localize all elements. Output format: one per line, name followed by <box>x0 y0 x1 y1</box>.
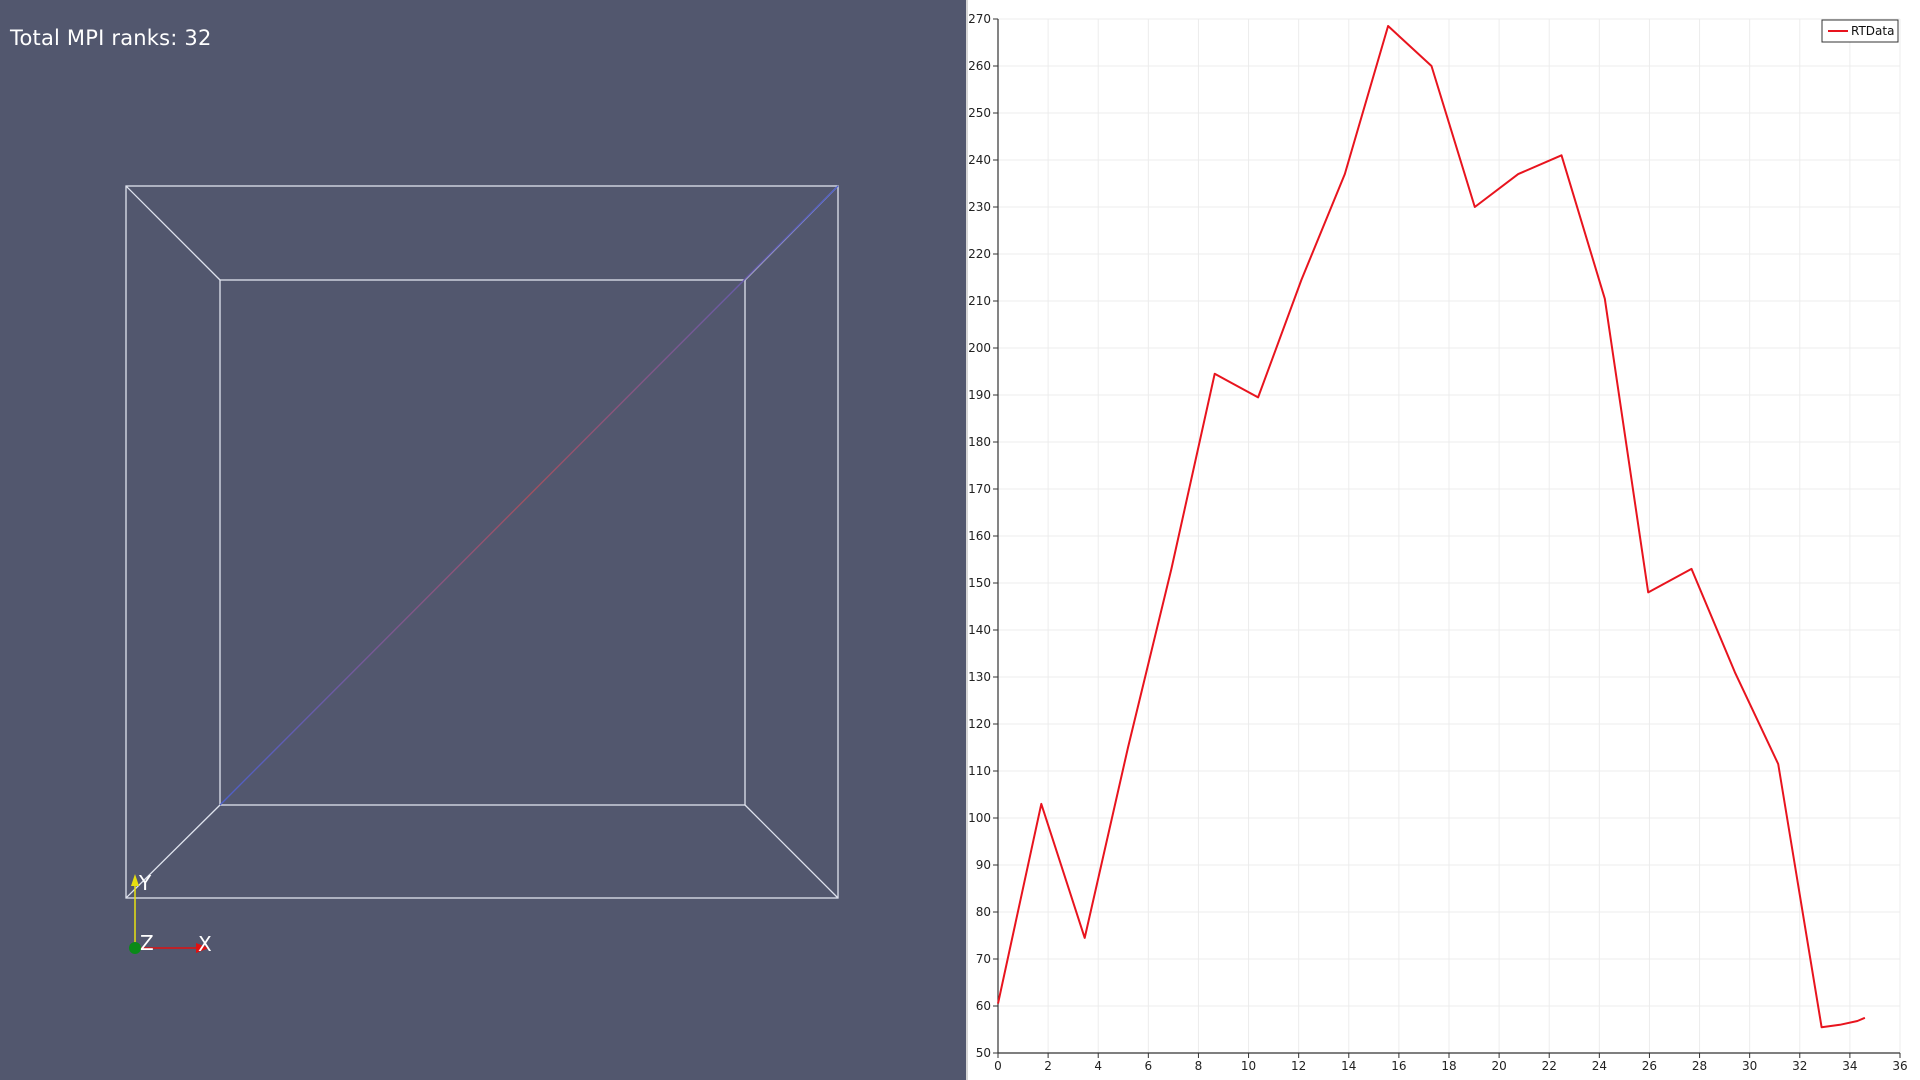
x-tick-label: 30 <box>1742 1059 1757 1073</box>
x-tick-label: 24 <box>1592 1059 1607 1073</box>
y-tick-label: 130 <box>968 670 991 684</box>
outline-edge <box>744 804 839 899</box>
z-axis-dot <box>129 942 141 954</box>
y-tick-label: 70 <box>976 952 991 966</box>
x-tick-label: 32 <box>1792 1059 1807 1073</box>
y-axis-label: Y <box>138 871 152 895</box>
y-tick-label: 200 <box>968 341 991 355</box>
x-tick-label: 12 <box>1291 1059 1306 1073</box>
x-tick-label: 18 <box>1441 1059 1456 1073</box>
x-tick-label: 16 <box>1391 1059 1406 1073</box>
y-tick-label: 260 <box>968 59 991 73</box>
outline-edge <box>125 804 221 899</box>
x-tick-label: 6 <box>1145 1059 1153 1073</box>
y-tick-label: 170 <box>968 482 991 496</box>
x-tick-label: 14 <box>1341 1059 1356 1073</box>
y-tick-label: 210 <box>968 294 991 308</box>
y-tick-label: 150 <box>968 576 991 590</box>
x-tick-label: 22 <box>1542 1059 1557 1073</box>
grid-lines <box>997 18 1901 1054</box>
y-tick-label: 180 <box>968 435 991 449</box>
mpi-ranks-label: Total MPI ranks: 32 <box>10 26 212 50</box>
y-tick-label: 120 <box>968 717 991 731</box>
y-tick-label: 220 <box>968 247 991 261</box>
y-axis-arrow <box>131 874 139 886</box>
x-tick-label: 36 <box>1892 1059 1907 1073</box>
orientation-axes: Y Z X <box>129 871 212 956</box>
x-tick-label: 2 <box>1044 1059 1052 1073</box>
y-tick-label: 90 <box>976 858 991 872</box>
x-tick-label: 34 <box>1842 1059 1857 1073</box>
x-tick-label: 4 <box>1094 1059 1102 1073</box>
outline-front-face <box>125 185 839 899</box>
legend-label: RTData <box>1851 24 1894 38</box>
x-axis-ticks: 0 2 4 6 8 10 12 14 16 18 20 22 24 26 28 30 32 34 36 <box>994 1053 1908 1073</box>
y-tick-label: 250 <box>968 106 991 120</box>
probe-line <box>219 185 839 806</box>
y-tick-label: 270 <box>968 12 991 26</box>
series-line-rtdata <box>997 25 1866 1029</box>
y-tick-label: 100 <box>968 811 991 825</box>
x-tick-label: 20 <box>1491 1059 1506 1073</box>
y-tick-label: 190 <box>968 388 991 402</box>
line-chart-view[interactable]: 0 2 4 6 8 10 12 14 16 18 20 22 24 26 28 30 32 34 36 50 60 70… <box>968 0 1920 1080</box>
outline-edge <box>125 185 221 281</box>
outline-back-face <box>219 279 746 806</box>
series-layer <box>997 25 1866 1029</box>
x-tick-label: 26 <box>1642 1059 1657 1073</box>
y-tick-label: 240 <box>968 153 991 167</box>
y-axis-ticks: 50 60 70 80 90 100 110 120 130 140 150 160 170 180 190… <box>968 12 998 1060</box>
y-tick-label: 230 <box>968 200 991 214</box>
scene-canvas[interactable]: Y Z X <box>0 0 966 1080</box>
x-tick-label: 8 <box>1195 1059 1203 1073</box>
x-axis-label: X <box>198 932 212 956</box>
y-tick-label: 140 <box>968 623 991 637</box>
y-tick-label: 80 <box>976 905 991 919</box>
x-axis-arrow <box>196 943 209 953</box>
y-tick-label: 50 <box>976 1046 991 1060</box>
x-tick-label: 0 <box>994 1059 1002 1073</box>
y-tick-label: 160 <box>968 529 991 543</box>
chart-legend[interactable]: RTData <box>1821 19 1899 43</box>
x-tick-label: 10 <box>1241 1059 1256 1073</box>
x-tick-label: 28 <box>1692 1059 1707 1073</box>
z-axis-label: Z <box>140 931 154 955</box>
y-tick-label: 60 <box>976 999 991 1013</box>
view-splitter[interactable] <box>966 0 968 1080</box>
legend-box <box>1821 19 1899 43</box>
line-chart[interactable]: 0 2 4 6 8 10 12 14 16 18 20 22 24 26 28 30 32 34 36 506070… <box>968 0 1920 1080</box>
render-view[interactable]: Y Z X Total MPI ranks: 32 <box>0 0 966 1080</box>
y-tick-label: 110 <box>968 764 991 778</box>
